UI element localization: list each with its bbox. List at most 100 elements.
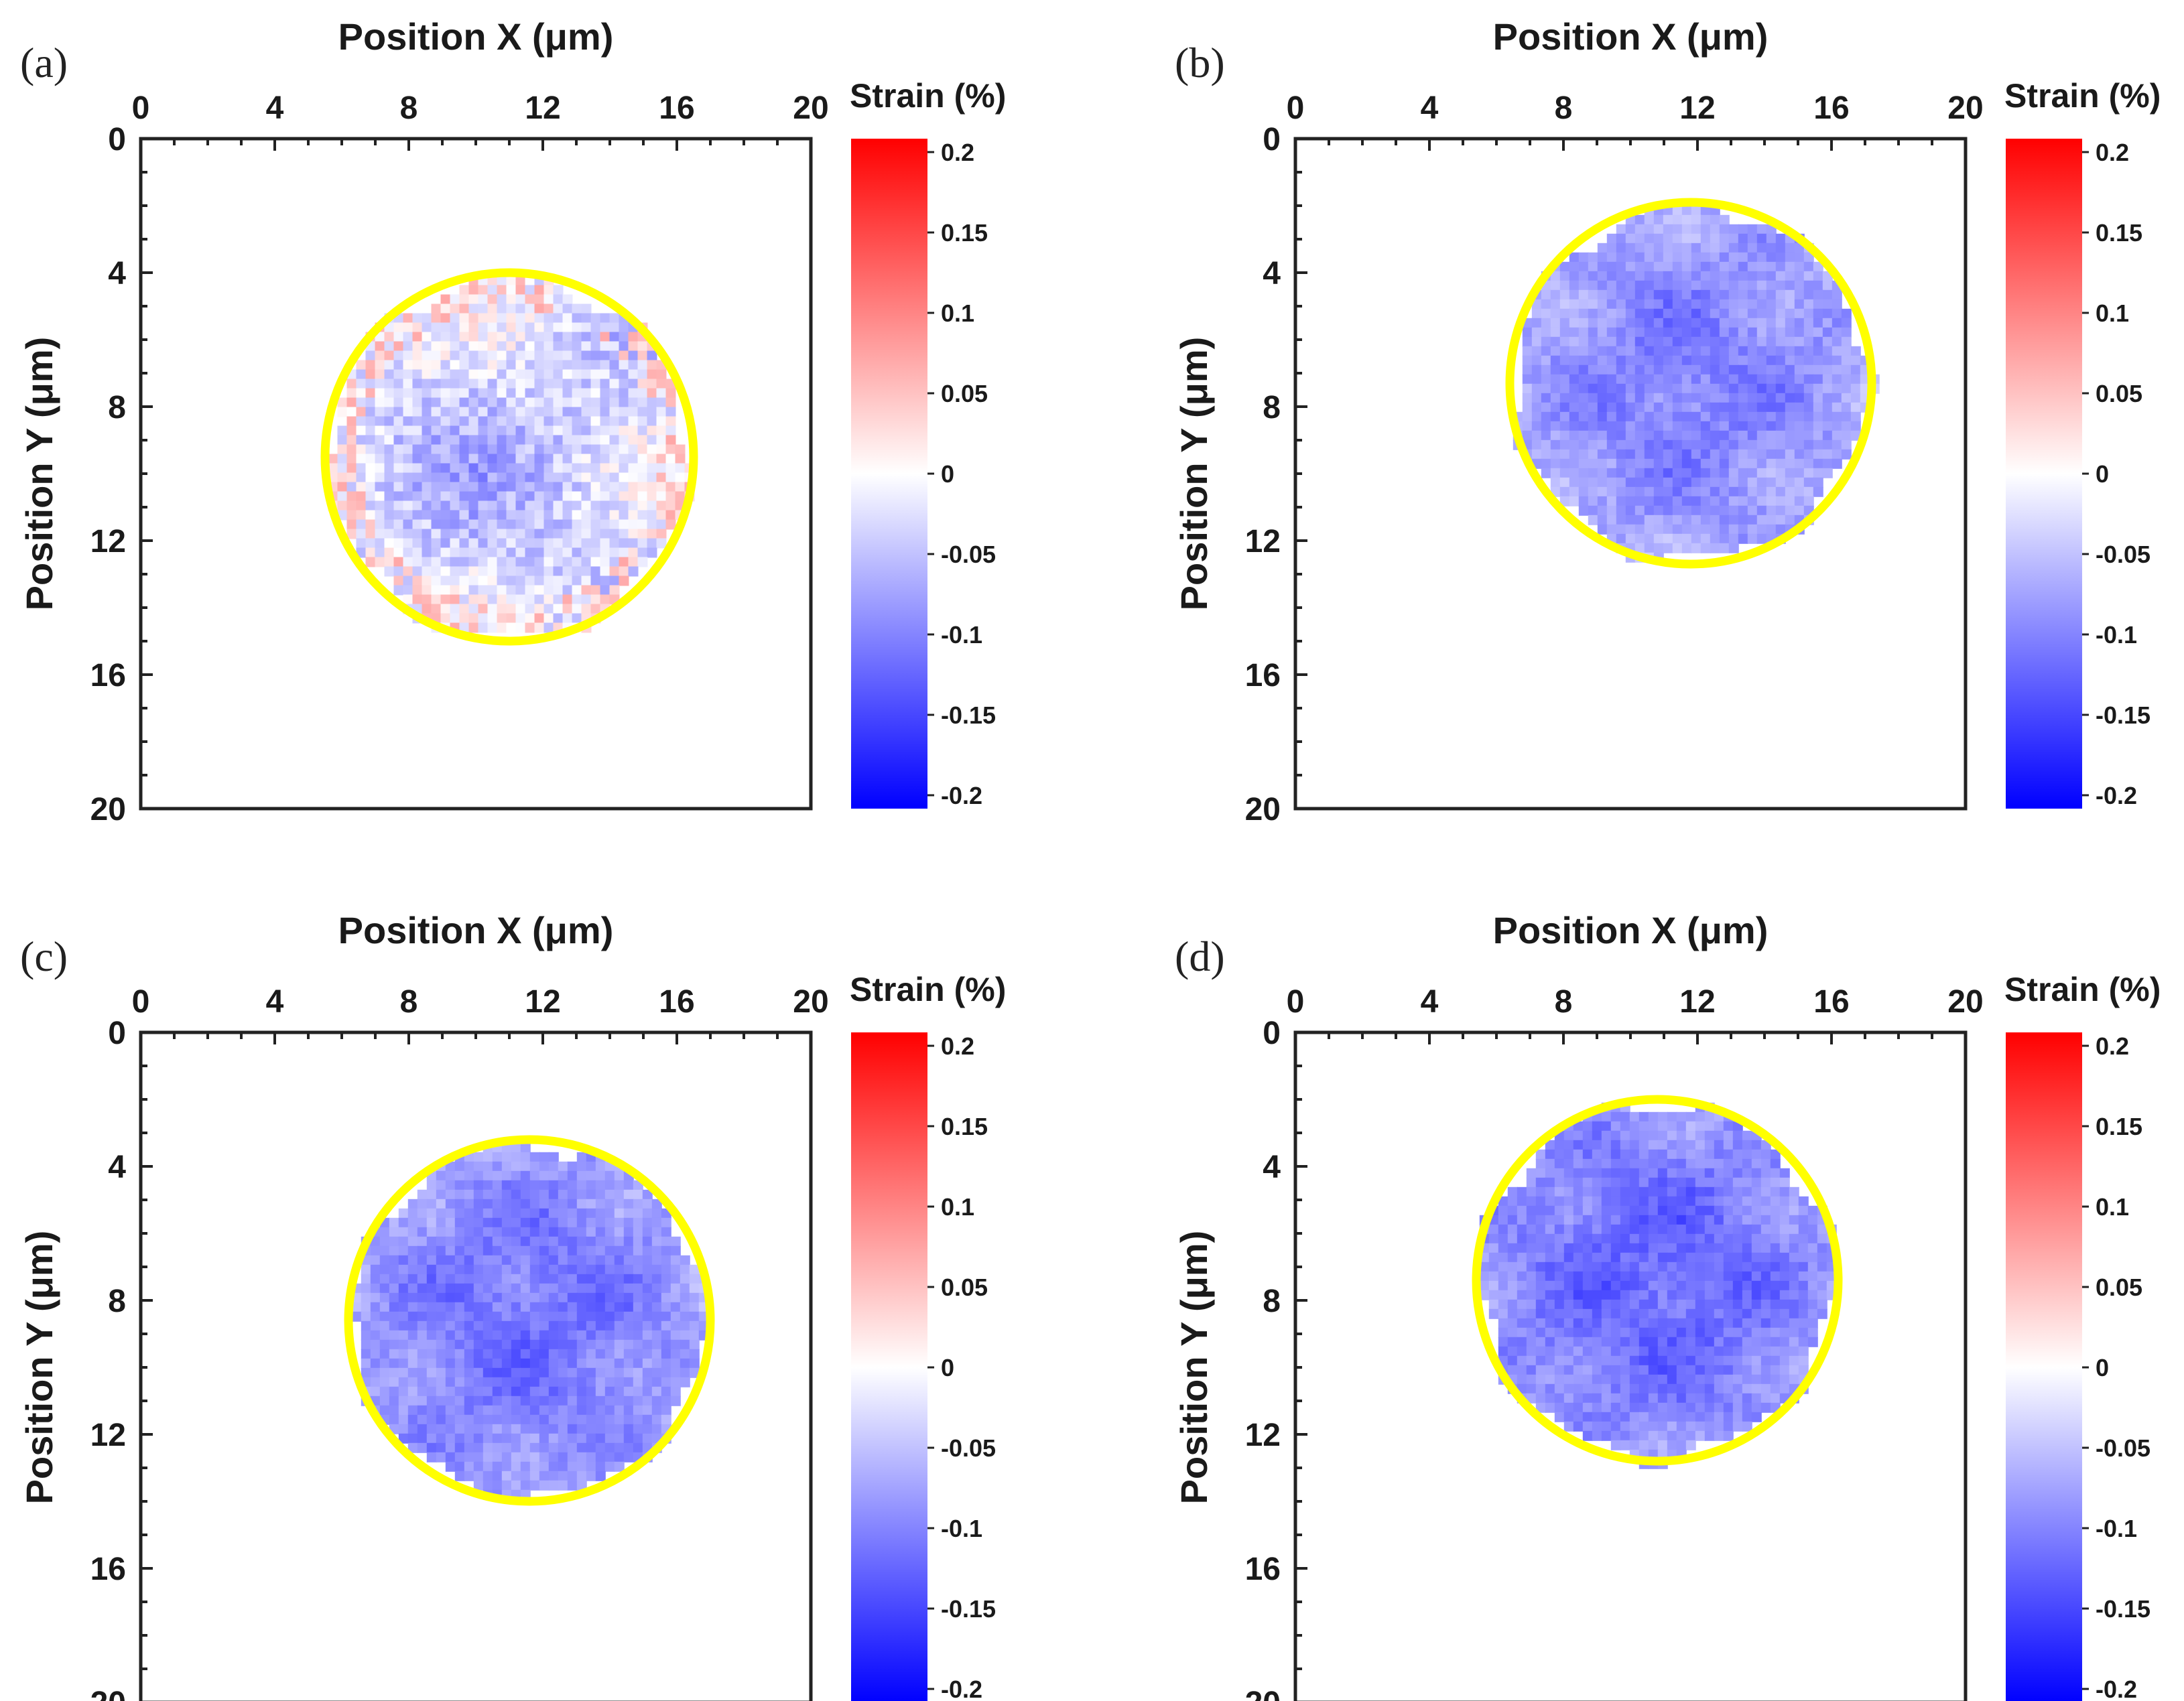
heatmap-cell xyxy=(1625,308,1636,319)
heatmap-cell xyxy=(572,341,582,352)
heatmap-cell xyxy=(628,416,639,427)
heatmap-cell xyxy=(1728,533,1739,544)
heatmap-cell xyxy=(393,454,404,464)
heatmap-cell xyxy=(661,1320,671,1331)
heatmap-cell xyxy=(389,1339,399,1350)
heatmap-cell xyxy=(1629,1233,1640,1244)
heatmap-cell xyxy=(1663,486,1673,497)
heatmap-cell xyxy=(590,500,601,511)
heatmap-cell xyxy=(543,313,554,324)
heatmap-cell xyxy=(1517,1327,1527,1338)
heatmap-cell xyxy=(459,322,470,333)
heatmap-cell xyxy=(1803,252,1814,263)
heatmap-cell xyxy=(403,444,413,455)
heatmap-cell xyxy=(1569,364,1580,375)
heatmap-cell xyxy=(1545,1365,1555,1375)
heatmap-cell xyxy=(1719,533,1730,544)
heatmap-cell xyxy=(464,1302,474,1312)
heatmap-cell xyxy=(389,1330,399,1341)
heatmap-cell xyxy=(468,500,479,511)
heatmap-cell xyxy=(647,444,657,455)
heatmap-cell xyxy=(1704,1149,1715,1160)
heatmap-cell xyxy=(1563,1393,1574,1404)
heatmap-cell xyxy=(651,1199,662,1209)
heatmap-cell xyxy=(459,388,470,399)
heatmap-cell xyxy=(1775,271,1786,281)
heatmap-cell xyxy=(1700,261,1711,272)
heatmap-cell xyxy=(389,1227,399,1237)
heatmap-cell xyxy=(1639,1318,1649,1329)
heatmap-cell xyxy=(1685,1196,1696,1207)
heatmap-cell xyxy=(637,360,648,370)
heatmap-cell xyxy=(1760,1327,1771,1338)
heatmap-cell xyxy=(543,303,554,314)
heatmap-cell xyxy=(1653,346,1664,356)
heatmap-cell xyxy=(1526,1196,1537,1207)
heatmap-cell xyxy=(619,529,629,539)
heatmap-cell xyxy=(543,416,554,427)
heatmap-cell xyxy=(511,1358,521,1369)
heatmap-cell xyxy=(398,1320,409,1331)
heatmap-cell xyxy=(1634,355,1645,366)
heatmap-cell xyxy=(1785,421,1795,431)
colorbar-tick-label: 0.15 xyxy=(2096,1113,2142,1140)
heatmap-cell xyxy=(572,360,582,370)
heatmap-cell xyxy=(445,1452,456,1462)
heatmap-cell xyxy=(1822,346,1833,356)
heatmap-cell xyxy=(389,1264,399,1275)
heatmap-cell xyxy=(539,1480,550,1491)
heatmap-cell xyxy=(1803,402,1814,413)
heatmap-cell xyxy=(473,1386,484,1397)
heatmap-cell xyxy=(1639,1271,1649,1282)
heatmap-cell xyxy=(1785,393,1795,403)
heatmap-cell xyxy=(633,1245,643,1256)
y-tick-label: 8 xyxy=(1263,1284,1281,1319)
heatmap-cell xyxy=(1738,299,1748,310)
heatmap-cell xyxy=(1644,327,1655,338)
heatmap-cell xyxy=(1648,1337,1659,1347)
heatmap-cell xyxy=(492,1199,503,1209)
heatmap-cell xyxy=(492,1433,503,1444)
heatmap-cell xyxy=(633,1330,643,1341)
heatmap-cell xyxy=(1663,280,1673,291)
heatmap-cell xyxy=(529,1471,540,1481)
heatmap-cell xyxy=(1657,1149,1668,1160)
x-tick-label: 0 xyxy=(1287,984,1305,1020)
heatmap-cell xyxy=(647,482,657,492)
heatmap-cell xyxy=(604,1442,615,1453)
heatmap-cell xyxy=(1685,1355,1696,1366)
heatmap-cell xyxy=(1704,1383,1715,1394)
heatmap-cell xyxy=(1676,1111,1687,1122)
heatmap-cell xyxy=(1488,1280,1499,1291)
heatmap-cell xyxy=(1616,477,1626,488)
heatmap-cell xyxy=(1578,374,1589,385)
heatmap-cell xyxy=(1559,299,1570,310)
heatmap-cell xyxy=(454,1161,465,1172)
heatmap-cell xyxy=(586,1424,596,1434)
heatmap-cell xyxy=(436,1170,446,1181)
heatmap-cell xyxy=(422,454,432,464)
heatmap-cell xyxy=(637,379,648,389)
heatmap-cell xyxy=(450,303,460,314)
heatmap-cell xyxy=(1559,421,1570,431)
heatmap-cell xyxy=(454,1255,465,1266)
heatmap-cell xyxy=(483,1245,493,1256)
heatmap-cell xyxy=(619,332,629,342)
heatmap-cell xyxy=(422,547,432,558)
heatmap-cell xyxy=(1770,1308,1781,1319)
heatmap-cell xyxy=(473,1424,484,1434)
heatmap-cell xyxy=(1822,308,1833,319)
heatmap-cell xyxy=(1719,524,1730,535)
heatmap-cell xyxy=(497,500,507,511)
heatmap-cell xyxy=(558,1442,568,1453)
heatmap-cell xyxy=(567,1442,578,1453)
heatmap-cell xyxy=(1691,533,1701,544)
heatmap-cell xyxy=(1526,1346,1537,1357)
heatmap-cell xyxy=(637,407,648,417)
heatmap-cell xyxy=(501,1264,512,1275)
heatmap-cell xyxy=(1779,1262,1790,1272)
heatmap-cell xyxy=(1569,252,1580,263)
heatmap-cell xyxy=(459,482,470,492)
heatmap-cell xyxy=(356,435,367,446)
heatmap-cell xyxy=(600,416,611,427)
